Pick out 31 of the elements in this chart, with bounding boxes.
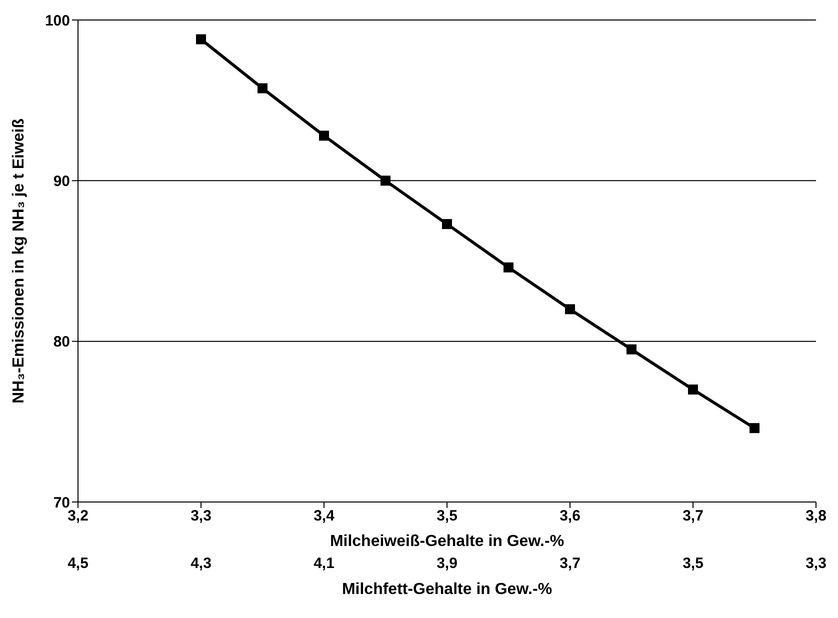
point [258, 83, 268, 94]
x-tick-label: 3,2 [68, 508, 88, 525]
x2-axis-title: Milchfett-Gehalte in Gew.-% [342, 581, 552, 598]
point [196, 34, 206, 44]
x-tick-label: 3,8 [806, 508, 826, 525]
y-tick-label: 90 [53, 172, 70, 190]
x2-tick-label: 4,3 [190, 555, 212, 572]
x-tick-label: 3,3 [190, 508, 212, 525]
x2-tick-label: 3,3 [806, 555, 826, 572]
point [442, 219, 452, 230]
x2-tick-label: 4,1 [314, 555, 334, 572]
x-tick-label: 3,7 [682, 508, 704, 525]
x2-tick-label: 3,9 [436, 555, 458, 572]
point [750, 423, 760, 434]
x2-tick-label: 4,5 [68, 555, 88, 572]
y-tick-label: 100 [44, 12, 70, 30]
x-tick-label: 3,4 [314, 508, 336, 525]
y-axis-title: NH₃-Emissionen in kg NH₃ je t Eiweiß [10, 118, 28, 404]
point [380, 176, 390, 186]
x-tick-label: 3,6 [560, 508, 580, 525]
x-tick-label: 3,5 [436, 508, 458, 525]
point [688, 384, 698, 395]
y-tick-label: 70 [53, 494, 70, 512]
point [565, 304, 575, 314]
point [319, 130, 329, 141]
x2-tick-label: 3,7 [560, 555, 580, 572]
point [504, 262, 514, 272]
x2-tick-label: 3,5 [682, 555, 704, 572]
x-axis-title: Milcheiweiß-Gehalte in Gew.-% [330, 533, 564, 550]
y-tick-label: 80 [53, 334, 70, 351]
point [626, 344, 636, 354]
